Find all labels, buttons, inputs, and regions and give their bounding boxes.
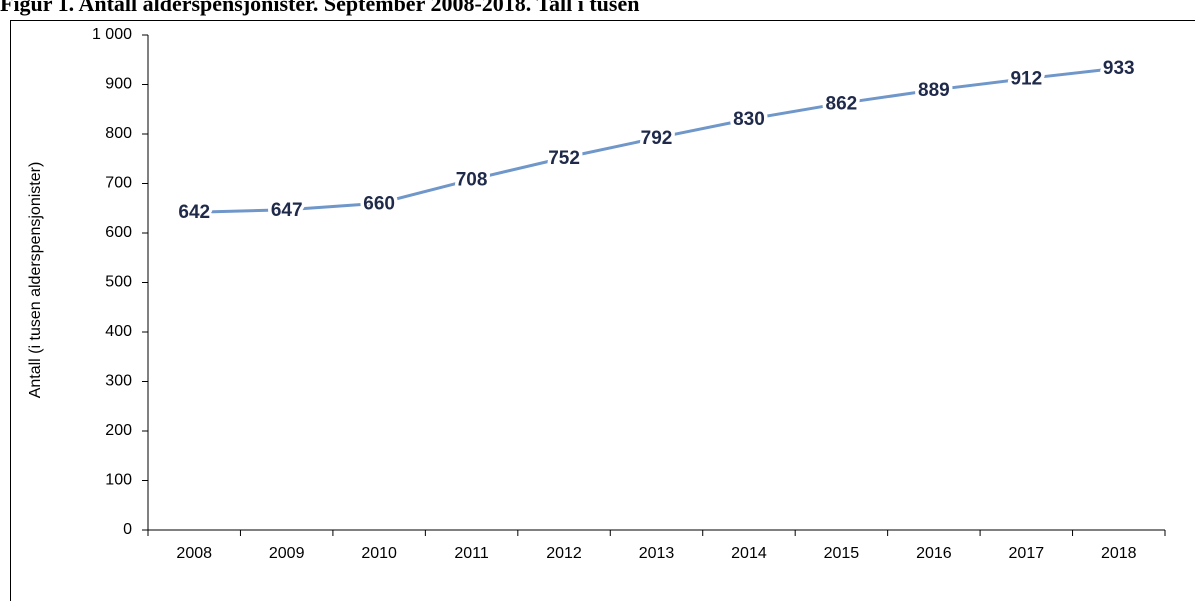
chart-title: Figur 1. Antall alderspensjonister. Sept… xyxy=(0,0,639,16)
data-label: 708 xyxy=(456,170,488,191)
frame xyxy=(10,20,1195,601)
data-label: 792 xyxy=(641,128,673,149)
x-tick-label: 2010 xyxy=(361,545,397,562)
y-tick-label: 200 xyxy=(105,422,132,439)
data-label: 660 xyxy=(363,193,395,214)
data-label: 889 xyxy=(918,80,950,101)
x-tick-label: 2018 xyxy=(1101,545,1137,562)
data-label: 862 xyxy=(826,93,858,114)
x-tick-label: 2016 xyxy=(916,545,952,562)
y-tick-label: 400 xyxy=(105,323,132,340)
data-label: 647 xyxy=(271,200,303,221)
y-axis-label: Antall (i tusen alderspensjonister) xyxy=(27,162,44,399)
y-tick-label: 500 xyxy=(105,274,132,291)
x-tick-label: 2013 xyxy=(639,545,675,562)
x-tick-label: 2015 xyxy=(824,545,860,562)
y-tick-label: 900 xyxy=(105,76,132,93)
data-label: 830 xyxy=(733,109,765,130)
data-label: 752 xyxy=(548,148,580,169)
line xyxy=(194,66,1119,214)
data-label: 933 xyxy=(1103,58,1135,79)
x-tick-label: 2011 xyxy=(454,545,489,562)
y-tick-label: 700 xyxy=(105,175,132,192)
y-tick-label: 100 xyxy=(105,472,132,489)
y-tick-label: 600 xyxy=(105,224,132,241)
y-tick-label: 300 xyxy=(105,373,132,390)
y-tick-label: 0 xyxy=(123,521,132,538)
x-tick-label: 2012 xyxy=(546,545,582,562)
x-tick-label: 2009 xyxy=(269,545,305,562)
x-tick-label: 2014 xyxy=(731,545,767,562)
data-label: 912 xyxy=(1010,69,1042,90)
x-tick-label: 2008 xyxy=(176,545,212,562)
y-tick-label: 800 xyxy=(105,125,132,142)
x-tick-label: 2017 xyxy=(1009,545,1045,562)
y-tick-label: 1 000 xyxy=(92,26,132,43)
data-label: 642 xyxy=(178,202,210,223)
